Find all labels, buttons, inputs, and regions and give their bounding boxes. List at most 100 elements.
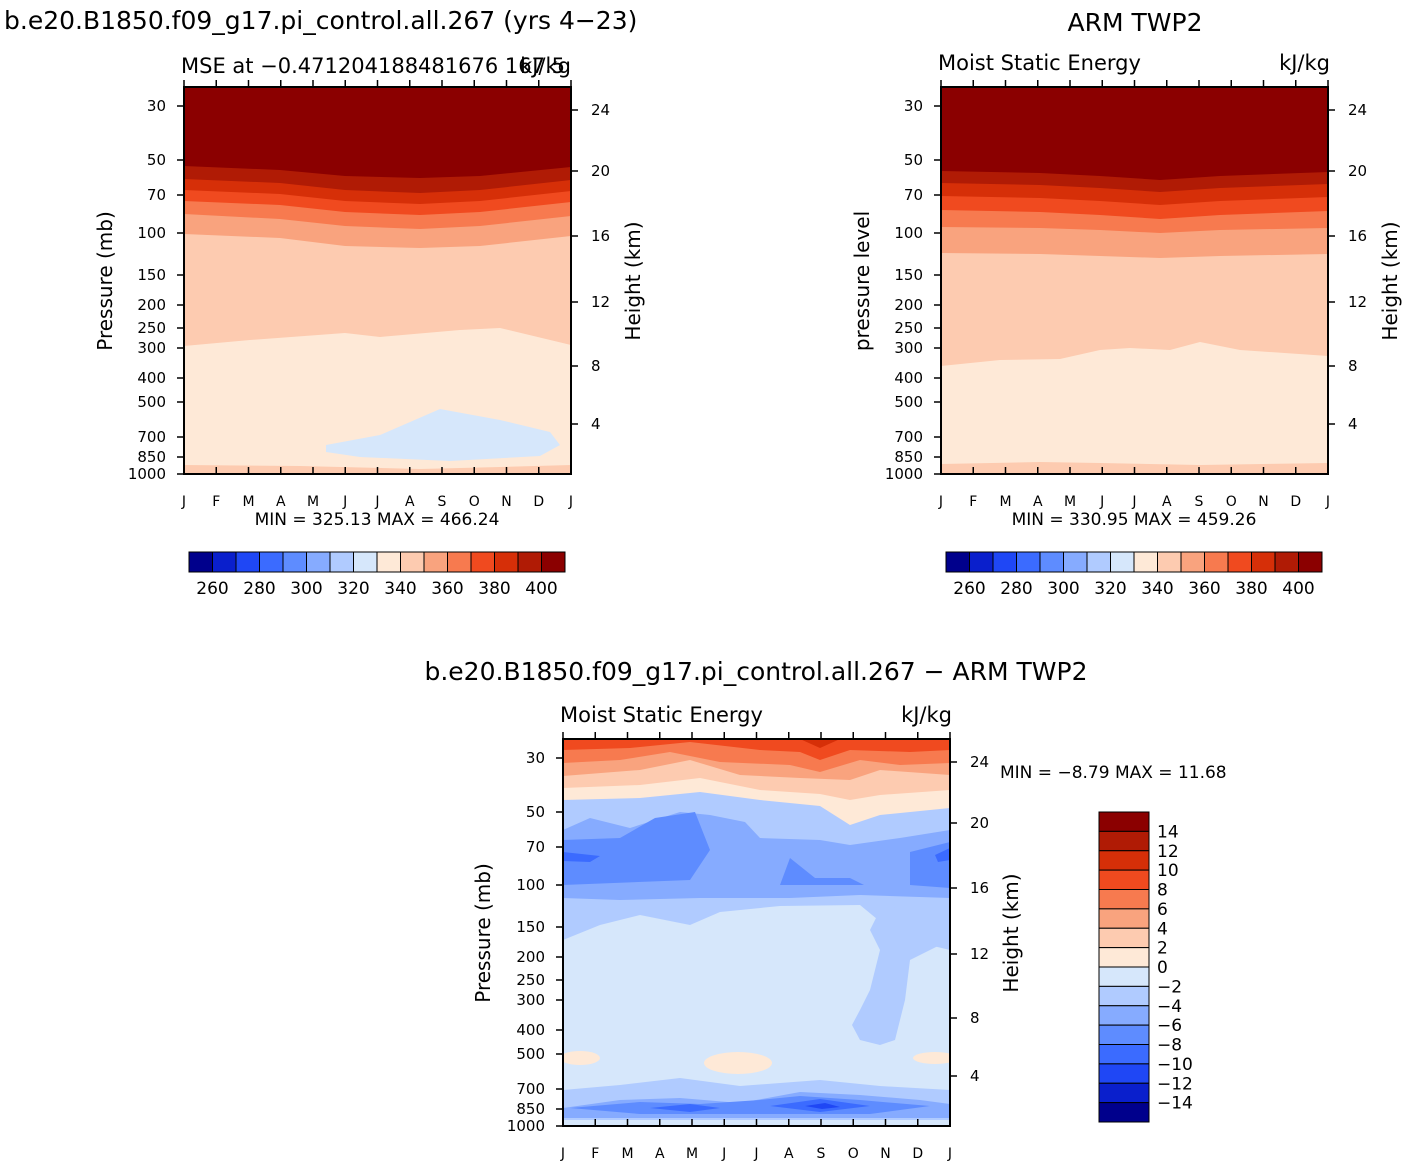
model-y-tick-label: 1000 — [128, 465, 166, 483]
obs-y-tick-label: 300 — [894, 339, 923, 357]
obs-y2-tick-label: 20 — [1348, 162, 1367, 180]
obs-colorbar-swatch — [1227, 551, 1252, 573]
obs-colorbar-label: 320 — [1094, 579, 1126, 599]
model-colorbar-swatch — [376, 551, 401, 573]
diff-y2-tick-label: 4 — [970, 1067, 980, 1085]
model-colorbar-swatch — [400, 551, 425, 573]
diff-y2-label: Height (km) — [999, 873, 1023, 992]
diff-fill-bl-minus10 — [805, 1103, 840, 1109]
obs-y-tick-label: 30 — [904, 97, 923, 115]
model-colorbar-label: 400 — [525, 579, 557, 599]
obs-y2-tick-label: 24 — [1348, 101, 1367, 119]
model-fill-400 — [184, 87, 571, 178]
model-y2-label: Height (km) — [621, 221, 645, 340]
model-x-tick-label: D — [533, 494, 544, 510]
model-x-tick-label: A — [276, 494, 286, 510]
obs-minmax: MIN = 330.95 MAX = 459.26 — [1012, 510, 1257, 530]
diff-y-tick-label: 250 — [516, 971, 545, 989]
obs-colorbar-swatch — [945, 551, 970, 573]
model-y-tick-label: 300 — [137, 339, 166, 357]
obs-y-tick-label: 100 — [894, 224, 923, 242]
diff-colorbar-label: 2 — [1157, 939, 1168, 959]
diff-colorbar-swatch — [1098, 811, 1150, 832]
diff-x-tick-label: A — [655, 1146, 665, 1162]
model-colorbar-swatch — [188, 551, 213, 573]
obs-contours — [941, 87, 1328, 474]
diff-colorbar-swatch — [1098, 889, 1150, 910]
model-colorbar-label: 320 — [337, 579, 369, 599]
diff-x-tick-label: M — [621, 1146, 633, 1162]
diff-fill-minus8-right — [935, 848, 950, 862]
diff-x-tick-label: F — [591, 1146, 599, 1162]
diff-y-tick-label: 50 — [526, 803, 545, 821]
diff-colorbar-swatch — [1098, 1063, 1150, 1084]
diff-colorbar-label: 0 — [1157, 958, 1168, 978]
diff-y-tick-label: 700 — [516, 1080, 545, 1098]
obs-colorbar-swatch — [1251, 551, 1276, 573]
diff-x-tick-label: J — [721, 1146, 726, 1162]
obs-title: ARM TWP2 — [1068, 8, 1203, 37]
obs-x-tick-label: F — [969, 494, 977, 510]
model-title: b.e20.B1850.f09_g17.pi_control.all.267 (… — [4, 6, 637, 35]
model-contours — [184, 87, 571, 474]
model-colorbar-swatch — [235, 551, 260, 573]
diff-fill-warm-patch-3 — [913, 1052, 950, 1064]
obs-colorbar-swatch — [969, 551, 994, 573]
model-x-tick-label: N — [501, 494, 511, 510]
diff-colorbar-label: −10 — [1157, 1055, 1193, 1075]
obs-x-tick-label: J — [1325, 494, 1330, 510]
model-colorbar-swatch — [447, 551, 472, 573]
obs-y2-tick-label: 12 — [1348, 293, 1367, 311]
diff-x-tick-label: M — [686, 1146, 698, 1162]
obs-colorbar-label: 360 — [1188, 579, 1220, 599]
model-y-tick-label: 850 — [137, 448, 166, 466]
diff-x-tick-label: O — [848, 1146, 859, 1162]
diff-colorbar-swatch — [1098, 1102, 1150, 1123]
diff-fill-tongue — [852, 900, 950, 1045]
obs-y2-tick-label: 8 — [1348, 357, 1358, 375]
diff-colorbar-swatch — [1098, 908, 1150, 929]
obs-x-tick-label: O — [1226, 494, 1237, 510]
model-x-tick-label: F — [212, 494, 220, 510]
obs-y-tick-label: 70 — [904, 186, 923, 204]
diff-y-tick-label: 500 — [516, 1045, 545, 1063]
obs-colorbar-swatch — [1274, 551, 1299, 573]
model-y-tick-label: 30 — [147, 97, 166, 115]
obs-right-label: kJ/kg — [1279, 51, 1330, 75]
obs-x-tick-label: D — [1290, 494, 1301, 510]
model-right-label: kJ/kg — [520, 54, 571, 78]
obs-x-tick-label: M — [1064, 494, 1076, 510]
obs-colorbar-swatch — [1133, 551, 1158, 573]
model-colorbar-label: 260 — [196, 579, 228, 599]
model-colorbar-swatch — [470, 551, 495, 573]
obs-left-label: Moist Static Energy — [938, 51, 1141, 75]
diff-colorbar-swatch — [1098, 1024, 1150, 1045]
model-y-tick-label: 100 — [137, 224, 166, 242]
model-x-tick-label: A — [405, 494, 415, 510]
diff-colorbar-swatch — [1098, 927, 1150, 949]
diff-colorbar-label: 6 — [1157, 900, 1168, 920]
diff-fill-warm-patch-2 — [704, 1052, 772, 1074]
obs-colorbar-swatch — [1063, 551, 1088, 573]
obs-y-label: pressure level — [850, 211, 874, 351]
model-y2-tick-label: 24 — [591, 101, 610, 119]
obs-colorbar-label: 380 — [1235, 579, 1267, 599]
model-colorbar-swatch — [259, 551, 284, 573]
obs-x-tick-label: S — [1195, 494, 1204, 510]
obs-y-tick-label: 400 — [894, 369, 923, 387]
model-colorbar-swatch — [423, 551, 448, 573]
obs-y2-label: Height (km) — [1378, 221, 1402, 340]
obs-colorbar-label: 340 — [1141, 579, 1173, 599]
model-colorbar-swatch — [306, 551, 331, 573]
diff-colorbar-swatch — [1098, 985, 1150, 1007]
model-y2-tick-label: 4 — [591, 415, 601, 433]
model-y-tick-label: 250 — [137, 319, 166, 337]
obs-colorbar-swatch — [1110, 551, 1135, 573]
model-y-label: Pressure (mb) — [93, 211, 117, 351]
diff-x-tick-label: A — [784, 1146, 794, 1162]
